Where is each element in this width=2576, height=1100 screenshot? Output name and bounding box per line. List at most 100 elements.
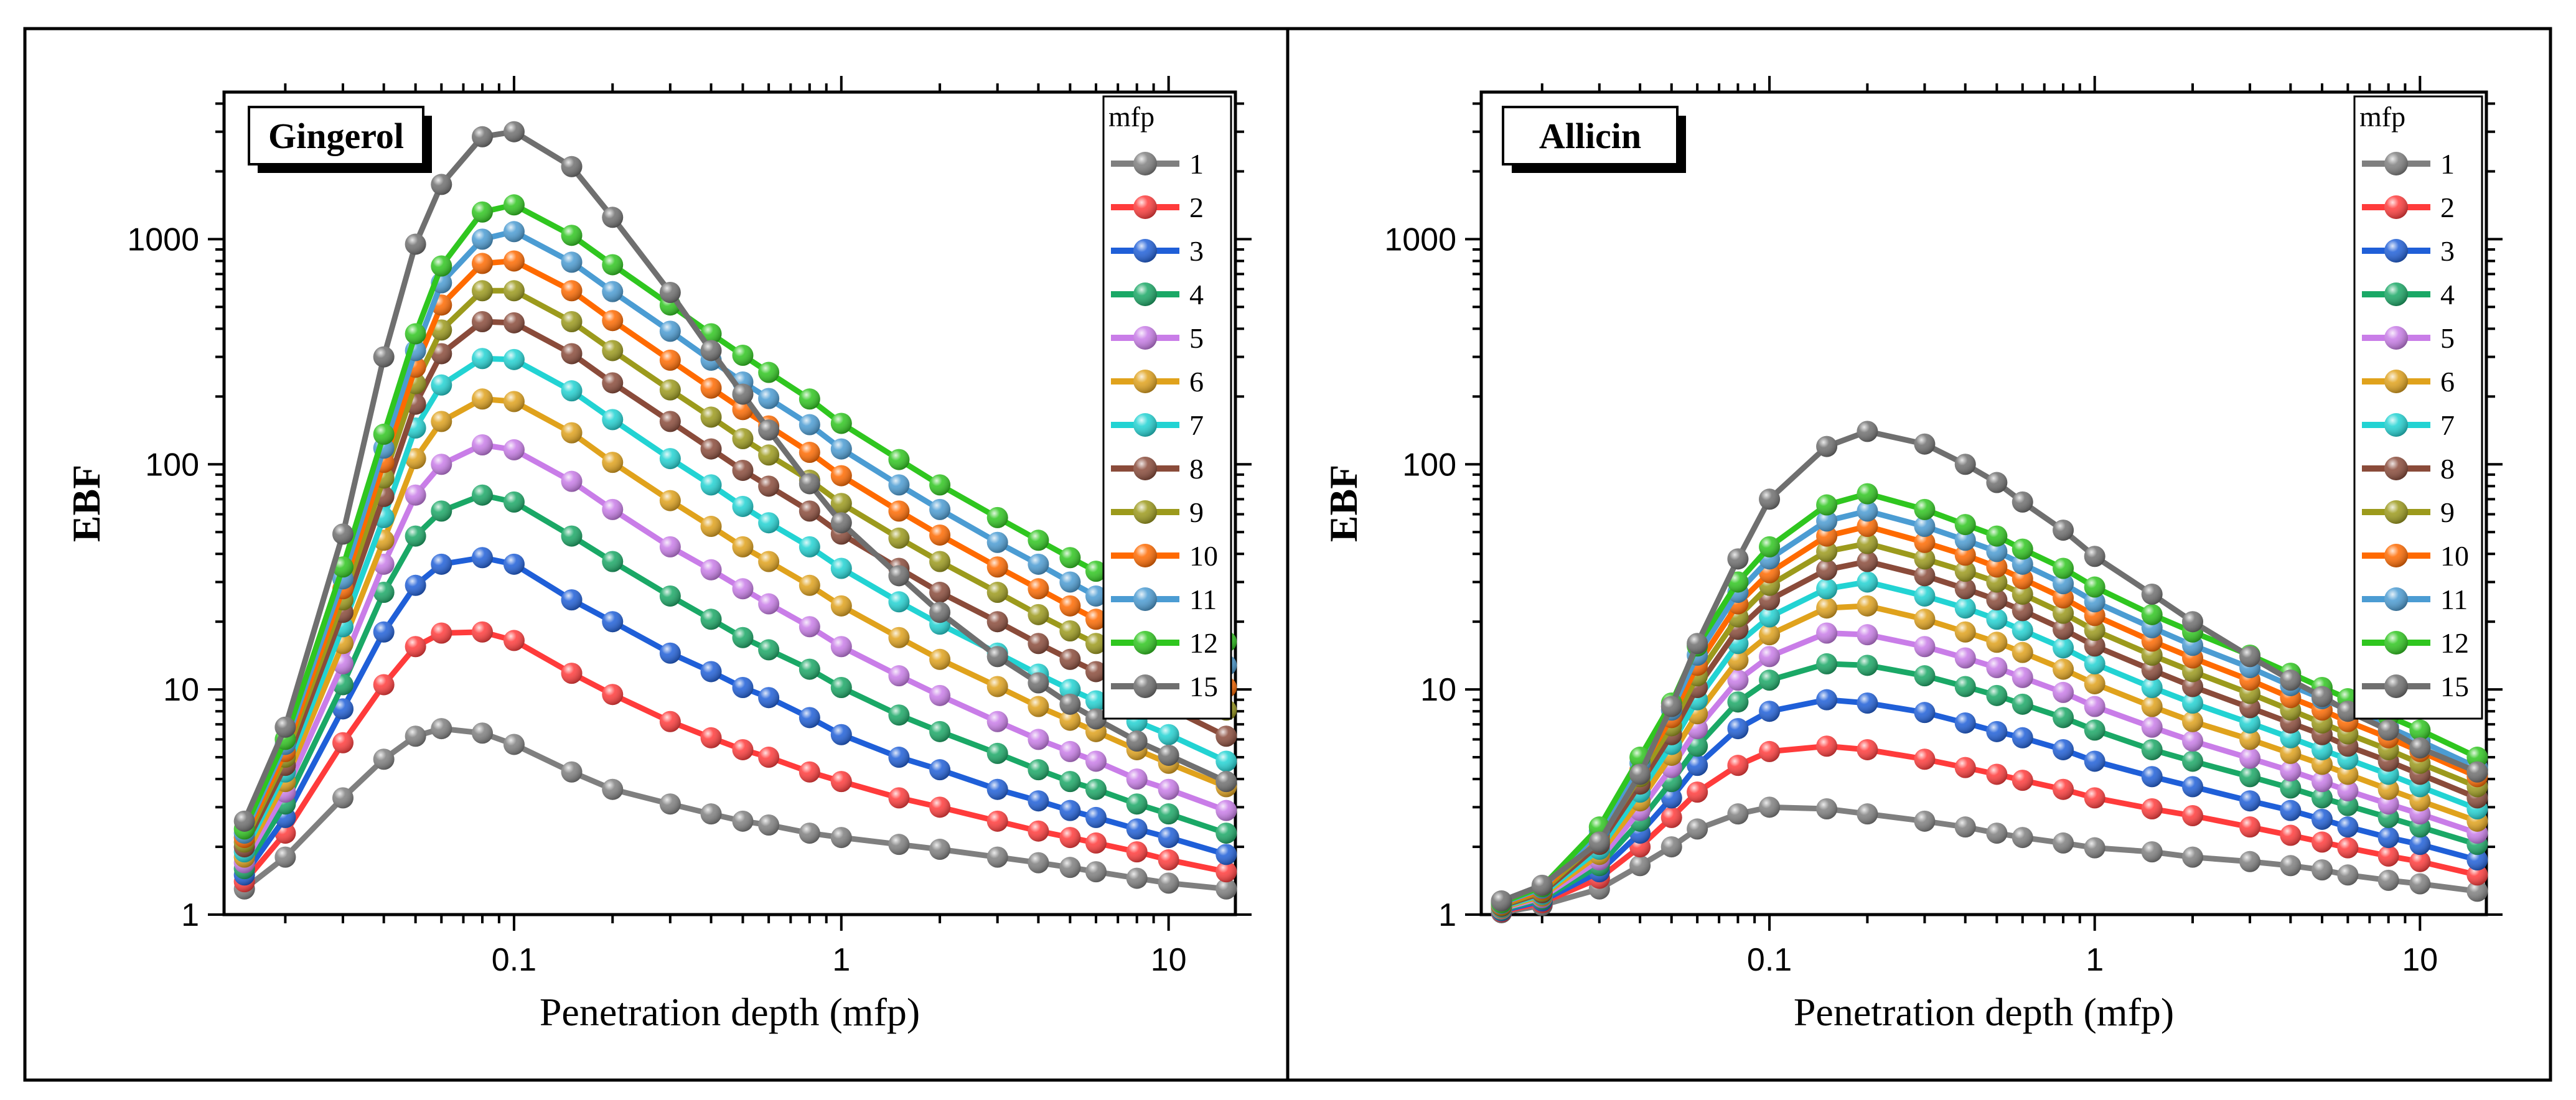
data-point-shade <box>1857 624 1878 646</box>
legend-marker-shade <box>2384 282 2408 306</box>
data-point-shade <box>2012 583 2033 605</box>
data-point-shade <box>799 442 820 464</box>
legend-marker-shade <box>1133 152 1157 175</box>
legend-marker-shade <box>1133 631 1157 655</box>
data-point-shade <box>602 409 624 431</box>
data-point-shade <box>1954 621 1976 643</box>
x-axis-label: Penetration depth (mfp) <box>540 990 920 1034</box>
data-point-shade <box>2012 538 2033 560</box>
data-point-shade <box>2337 795 2359 816</box>
legend-marker-shade <box>1133 370 1157 393</box>
data-point-shade <box>405 525 426 547</box>
data-point-shade <box>373 346 395 368</box>
data-point-shade <box>1085 750 1107 772</box>
legend-label: 15 <box>1189 671 1218 702</box>
data-point-shade <box>2239 646 2261 668</box>
data-point-shade <box>986 611 1008 633</box>
data-point-shade <box>2053 573 2074 595</box>
data-point-shade <box>2053 557 2074 579</box>
data-point-shade <box>700 406 722 428</box>
data-point-shade <box>659 320 681 342</box>
data-point-shade <box>503 221 525 243</box>
x-tick-label: 1 <box>832 942 850 978</box>
legend-marker-shade <box>2384 413 2408 437</box>
legend-marker-shade <box>1133 587 1157 611</box>
legend-marker-shade <box>2384 587 2408 611</box>
data-point-shade <box>561 422 583 444</box>
data-point-shade <box>1028 578 1049 600</box>
data-point-shade <box>2053 637 2074 659</box>
data-point-shade <box>888 474 910 496</box>
data-point-shade <box>732 495 754 517</box>
data-point-shade <box>1660 806 1682 828</box>
legend-label: 10 <box>2440 540 2469 572</box>
data-point-shade <box>471 621 493 643</box>
data-point-shade <box>888 665 910 687</box>
data-point-shade <box>1158 803 1179 825</box>
data-point-shade <box>1085 806 1107 828</box>
legend-entry: 2 <box>2362 192 2455 223</box>
legend-label: 1 <box>1189 148 1204 180</box>
data-point-shade <box>929 474 951 496</box>
data-point-shade <box>2280 669 2302 691</box>
data-point-shade <box>503 439 525 460</box>
data-point-shade <box>2012 568 2033 590</box>
y-tick-label: 1 <box>181 897 199 933</box>
legend-entry: 1 <box>2362 148 2455 180</box>
data-point-shade <box>2053 681 2074 703</box>
legend-label: 6 <box>2440 366 2455 398</box>
data-point-shade <box>1126 768 1148 790</box>
data-point-shade <box>2377 845 2399 867</box>
data-point-shade <box>1028 529 1049 551</box>
data-point-shade <box>1986 571 2008 593</box>
data-point-shade <box>1816 622 1838 644</box>
data-point-shade <box>1986 556 2008 578</box>
data-point-shade <box>1954 757 1976 778</box>
legend-marker-shade <box>2384 370 2408 393</box>
data-point-shade <box>1954 544 1976 566</box>
data-point-shade <box>471 348 493 370</box>
data-point-shade <box>373 582 395 604</box>
data-point-shade <box>2239 729 2261 750</box>
data-point-shade <box>1986 608 2008 630</box>
data-point-shade <box>1215 799 1237 821</box>
data-point-shade <box>1059 679 1081 701</box>
data-point-shade <box>373 621 395 643</box>
data-point-shade <box>2012 693 2033 715</box>
data-point-shade <box>1158 849 1179 871</box>
legend-marker-shade <box>1133 326 1157 350</box>
data-point-shade <box>1857 551 1878 572</box>
data-point-shade <box>830 595 852 617</box>
legend-marker-shade <box>1133 282 1157 306</box>
data-point-shade <box>2053 832 2074 854</box>
series-15 <box>1491 421 2488 912</box>
data-point-shade <box>2084 719 2105 741</box>
data-point-shade <box>1059 693 1081 715</box>
y-tick-label: 10 <box>1420 672 1456 708</box>
data-point-shade <box>471 228 493 250</box>
data-point-shade <box>758 419 780 441</box>
legend-label: 12 <box>1189 627 1218 659</box>
data-point-shade <box>1816 510 1838 532</box>
data-point-shade <box>2311 753 2333 775</box>
legend-label: 3 <box>1189 235 1204 267</box>
data-point-shade <box>2012 770 2033 791</box>
data-point-shade <box>986 742 1008 764</box>
data-point-shade <box>1059 799 1081 821</box>
data-point-shade <box>2084 837 2105 859</box>
legend-label: 10 <box>1189 540 1218 572</box>
data-point-shade <box>2053 618 2074 640</box>
data-point-shade <box>1816 735 1838 757</box>
data-point-shade <box>1954 647 1976 669</box>
data-point-shade <box>1914 748 1936 770</box>
data-point-shade <box>758 747 780 768</box>
data-point-shade <box>830 493 852 515</box>
data-point-shade <box>405 574 426 596</box>
data-point-shade <box>888 747 910 768</box>
data-point-shade <box>758 639 780 661</box>
data-point-shade <box>1158 778 1179 800</box>
data-point-shade <box>561 761 583 783</box>
data-point-shade <box>503 491 525 513</box>
